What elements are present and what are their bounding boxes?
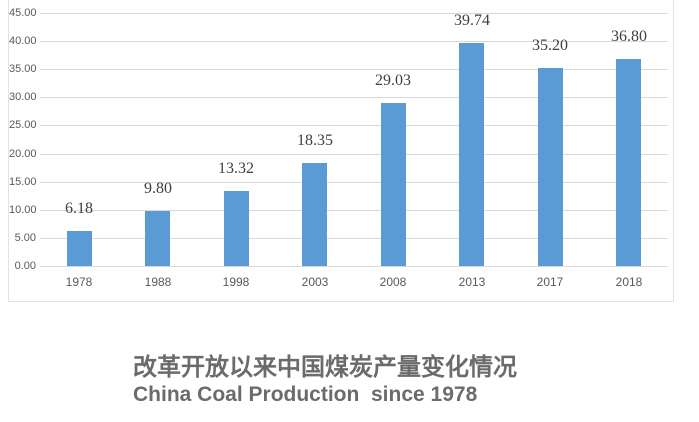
plot-area: 6.18 9.80 13.32 18.35 29.03 39.74 35.20 36.80 [40,12,668,267]
bar-value-label-2008: 29.03 [375,72,411,89]
bar-1978 [67,231,92,266]
gridline-30.00 [40,97,668,98]
gridline-0.00 [40,266,668,267]
bar-1998 [224,191,249,266]
x-tick-label-2017: 2017 [536,275,564,289]
bar-value-label-2018: 36.80 [611,28,647,45]
y-tick-label: 0.00 [14,260,36,272]
bar-2013 [459,43,484,266]
bar-value-label-2017: 35.20 [532,37,568,54]
y-tick-label: 45.00 [9,7,37,19]
x-tick-label-1978: 1978 [65,275,93,289]
y-tick-label: 10.00 [9,204,37,216]
caption-title-zh: 改革开放以来中国煤炭产量变化情况 [133,352,517,381]
bar-2017 [538,68,563,266]
gridline-35.00 [40,69,668,70]
x-tick-label-2018: 2018 [615,275,643,289]
y-tick-label: 25.00 [9,119,37,131]
bar-value-label-1978: 6.18 [65,200,93,217]
gridline-20.00 [40,154,668,155]
x-tick-label-2003: 2003 [301,275,329,289]
gridline-45.00 [40,13,668,14]
x-tick-label-2013: 2013 [458,275,486,289]
x-tick-label-2008: 2008 [379,275,407,289]
bar-1988 [145,211,170,266]
y-tick-label: 15.00 [9,176,37,188]
bar-2003 [302,163,327,266]
bar-2008 [381,103,406,266]
bar-value-label-1998: 13.32 [218,160,254,177]
y-tick-label: 5.00 [14,232,36,244]
y-tick-label: 40.00 [9,35,37,47]
caption-title-en: China Coal Production since 1978 [133,383,478,406]
bar-value-label-2013: 39.74 [454,12,490,29]
x-tick-label-1988: 1988 [144,275,172,289]
gridline-5.00 [40,238,668,239]
coal-production-chart: 6.18 9.80 13.32 18.35 29.03 39.74 35.20 36.80 0… [8,0,674,302]
x-tick-label-1998: 1998 [222,275,250,289]
chart-caption: 改革开放以来中国煤炭产量变化情况 China Coal Production s… [133,352,517,408]
bar-value-label-2003: 18.35 [297,132,333,149]
bar-value-label-1988: 9.80 [144,180,172,197]
gridline-10.00 [40,210,668,211]
gridline-15.00 [40,182,668,183]
bar-2018 [616,59,641,266]
y-tick-label: 35.00 [9,63,37,75]
y-tick-label: 30.00 [9,91,37,103]
gridline-25.00 [40,125,668,126]
gridline-40.00 [40,41,668,42]
y-tick-label: 20.00 [9,148,37,160]
